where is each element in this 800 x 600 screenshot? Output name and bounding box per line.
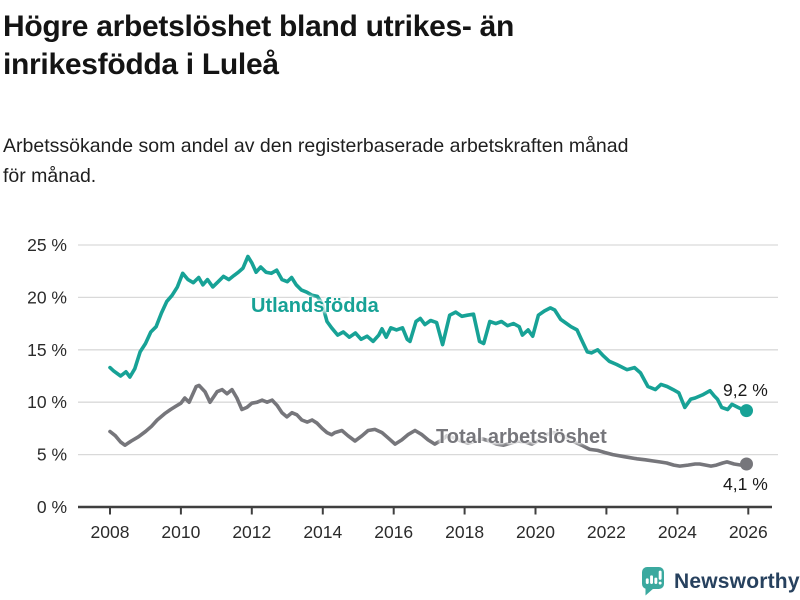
logo-exclamation-dot <box>658 581 662 585</box>
y-tick-label: 10 % <box>27 392 67 412</box>
x-tick-label: 2018 <box>445 522 484 542</box>
y-tick-label: 20 % <box>27 287 67 307</box>
x-tick-label: 2010 <box>161 522 200 542</box>
newsworthy-logo-icon <box>642 567 664 596</box>
x-tick-label: 2020 <box>516 522 555 542</box>
chart-subtitle-line1: Arbetssökande som andel av den registerb… <box>3 135 629 157</box>
chart-subtitle-line2: för månad. <box>3 165 97 187</box>
x-tick-label: 2008 <box>91 522 130 542</box>
page-title-line1: Högre arbetslöshet bland utrikes- än <box>3 10 514 43</box>
x-tick-label: 2024 <box>658 522 697 542</box>
page-title-line2: inrikesfödda i Luleå <box>3 48 279 81</box>
y-tick-label: 25 % <box>27 235 67 255</box>
newsworthy-brand: Newsworthy <box>641 566 800 597</box>
y-tick-label: 0 % <box>37 497 67 517</box>
newsworthy-logo-text: Newsworthy <box>674 569 800 593</box>
x-tick-label: 2014 <box>303 522 342 542</box>
x-tick-label: 2022 <box>587 522 626 542</box>
y-tick-label: 15 % <box>27 340 67 360</box>
end-value-label-utlandsfodda: 9,2 % <box>723 380 768 400</box>
x-tick-label: 2012 <box>232 522 271 542</box>
series-label-total-arbetsloshet: Total arbetslöshet <box>436 426 607 448</box>
series-label-utlandsfodda: Utlandsfödda <box>251 295 379 317</box>
x-tick-label: 2026 <box>729 522 768 542</box>
end-value-label-total: 4,1 % <box>723 474 768 494</box>
series-line-1 <box>108 383 749 468</box>
logo-bar-1 <box>645 578 649 584</box>
x-tick-label: 2016 <box>374 522 413 542</box>
logo-exclamation-bar <box>658 570 662 580</box>
logo-bar-3 <box>654 577 658 584</box>
y-tick-label: 5 % <box>37 445 67 465</box>
logo-bar-2 <box>650 575 653 584</box>
series-end-dot-0 <box>740 404 753 418</box>
series-line-0 <box>108 254 749 413</box>
chart-subtitle: Arbetssökande som andel av den registerb… <box>3 131 628 191</box>
page-title: Högre arbetslöshet bland utrikes- än inr… <box>3 8 514 84</box>
series-end-dot-1 <box>740 457 753 471</box>
